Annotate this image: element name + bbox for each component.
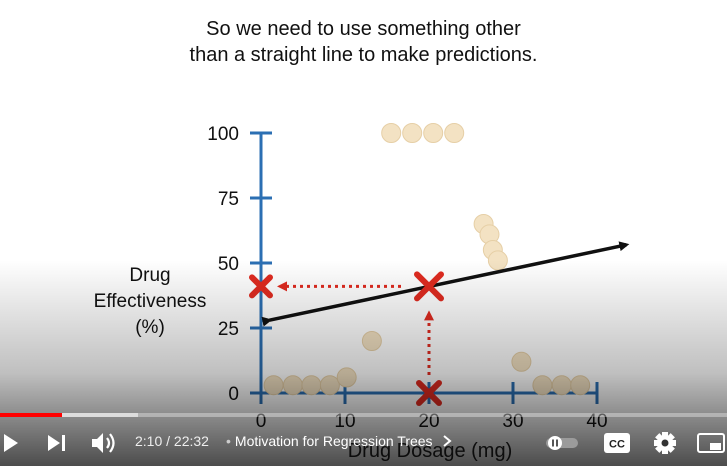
y-axis-label-line-3: (%) <box>135 317 165 338</box>
autoplay-toggle[interactable] <box>544 424 582 462</box>
time-display: 2:10 / 22:32 <box>135 433 209 449</box>
settings-icon <box>654 432 676 454</box>
y-axis-label: Drug Effectiveness (%) <box>70 263 230 341</box>
y-axis-label-line-2: Effectiveness <box>93 291 207 312</box>
regression-line <box>261 241 630 327</box>
chapter-title[interactable]: • Motivation for Regression Trees <box>226 433 452 449</box>
data-point <box>444 123 465 143</box>
y-axis-label-line-1: Drug <box>129 265 171 286</box>
miniplayer-icon <box>696 433 725 453</box>
caption-line-2: than a straight line to make predictions… <box>189 44 538 66</box>
settings-button[interactable] <box>650 424 680 462</box>
played-bar <box>0 413 62 417</box>
chevron-right-icon <box>443 435 452 447</box>
play-button[interactable] <box>0 424 22 462</box>
y-tick-label: 100 <box>207 124 239 145</box>
data-point <box>511 351 532 372</box>
data-point <box>361 331 382 351</box>
volume-icon <box>92 433 115 453</box>
play-icon <box>4 434 18 452</box>
progress-bar[interactable] <box>0 413 727 417</box>
volume-button[interactable] <box>88 424 120 462</box>
caption-line-1: So we need to use something other <box>206 18 521 40</box>
y-tick-label: 0 <box>228 384 239 405</box>
captions-icon: CC <box>604 433 630 453</box>
data-point <box>402 123 423 143</box>
data-point <box>532 375 553 396</box>
buffered-bar <box>0 413 139 417</box>
data-point <box>301 375 322 396</box>
data-point <box>336 367 357 388</box>
miniplayer-button[interactable] <box>694 424 727 462</box>
data-point <box>263 375 284 396</box>
player-controls: 2:10 / 22:32 • Motivation for Regression … <box>0 424 727 462</box>
data-point <box>551 375 572 396</box>
captions-button[interactable]: CC <box>602 424 632 462</box>
data-point <box>423 123 444 143</box>
data-point <box>487 250 508 271</box>
y-tick-label: 75 <box>218 189 239 210</box>
slide-caption: So we need to use something other than a… <box>0 16 727 68</box>
chapter-separator: • <box>226 433 231 449</box>
data-point <box>570 375 591 396</box>
autoplay-toggle-icon <box>546 436 578 450</box>
data-point <box>381 123 402 143</box>
next-icon <box>48 435 65 451</box>
chapter-title-text: Motivation for Regression Trees <box>234 433 433 449</box>
captions-label: CC <box>609 439 625 451</box>
next-button[interactable] <box>44 424 70 462</box>
data-point <box>319 375 340 396</box>
data-point <box>282 375 303 396</box>
